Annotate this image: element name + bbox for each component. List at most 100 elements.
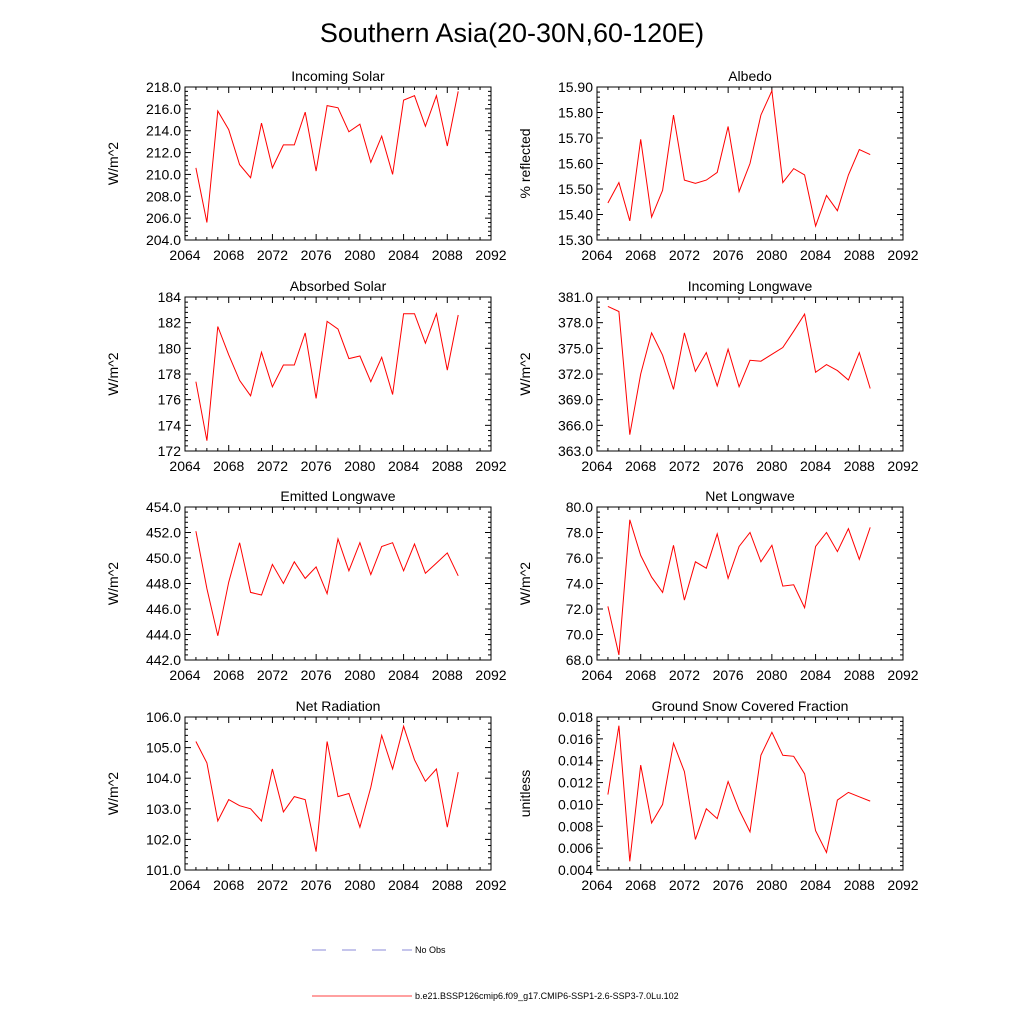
y-tick-label: 0.008 — [558, 818, 593, 834]
x-tick-label: 2084 — [388, 458, 419, 474]
x-tick-label: 2076 — [301, 458, 332, 474]
y-tick-label: 214.0 — [146, 123, 181, 139]
x-tick-label: 2076 — [713, 667, 744, 683]
plot-frame — [184, 506, 492, 661]
y-tick-label: 178 — [158, 366, 182, 382]
panel-title: Net Longwave — [705, 488, 795, 504]
y-tick-label: 454.0 — [146, 499, 181, 515]
y-axis-label: W/m^2 — [517, 562, 533, 605]
panel-title: Net Radiation — [296, 698, 381, 714]
y-axis-label: unitless — [517, 770, 533, 817]
y-tick-label: 450.0 — [146, 550, 181, 566]
panel-title: Ground Snow Covered Fraction — [652, 698, 849, 714]
y-tick-label: 372.0 — [558, 366, 593, 382]
x-tick-label: 2076 — [713, 458, 744, 474]
x-tick-label: 2068 — [625, 877, 656, 893]
x-tick-label: 2072 — [669, 667, 700, 683]
x-tick-label: 2064 — [169, 458, 200, 474]
chart-panel: Albedo % reflected 2064 2068 2072 2076 2080 208… — [517, 68, 919, 263]
y-tick-label: 180 — [158, 340, 182, 356]
x-tick-label: 2072 — [669, 458, 700, 474]
chart-panel: Incoming Solar W/m^2 2064 2068 2072 2076 2080 2… — [105, 68, 507, 263]
y-tick-label: 103.0 — [146, 801, 181, 817]
y-tick-label: 174 — [158, 417, 182, 433]
x-tick-label: 2092 — [887, 247, 918, 263]
series-line — [195, 311, 459, 441]
y-tick-label: 442.0 — [146, 652, 181, 668]
y-tick-label: 208.0 — [146, 188, 181, 204]
x-tick-label: 2084 — [388, 877, 419, 893]
y-tick-label: 0.004 — [558, 862, 593, 878]
y-tick-label: 102.0 — [146, 831, 181, 847]
series-line — [607, 305, 871, 435]
y-axis-label: % reflected — [517, 128, 533, 198]
x-tick-label: 2080 — [344, 247, 375, 263]
panel-title: Emitted Longwave — [280, 488, 395, 504]
x-tick-label: 2092 — [887, 667, 918, 683]
plot-frame — [184, 296, 492, 452]
x-tick-label: 2068 — [213, 458, 244, 474]
x-tick-label: 2064 — [581, 247, 612, 263]
y-tick-label: 182 — [158, 315, 182, 331]
series-line — [607, 519, 871, 656]
x-tick-label: 2072 — [257, 458, 288, 474]
y-tick-label: 378.0 — [558, 315, 593, 331]
x-tick-label: 2076 — [301, 877, 332, 893]
y-tick-label: 104.0 — [146, 770, 181, 786]
x-tick-label: 2084 — [388, 247, 419, 263]
x-tick-label: 2080 — [344, 458, 375, 474]
x-tick-label: 2084 — [800, 458, 831, 474]
chart-panel: Net Longwave W/m^2 2064 2068 2072 2076 2080 208… — [517, 488, 919, 683]
y-axis-label: W/m^2 — [105, 352, 121, 395]
y-tick-label: 452.0 — [146, 525, 181, 541]
x-tick-label: 2088 — [432, 458, 463, 474]
x-tick-label: 2076 — [713, 247, 744, 263]
x-tick-label: 2088 — [432, 877, 463, 893]
x-tick-label: 2076 — [713, 877, 744, 893]
y-tick-label: 105.0 — [146, 740, 181, 756]
x-tick-label: 2068 — [213, 247, 244, 263]
x-tick-label: 2072 — [257, 877, 288, 893]
y-tick-label: 375.0 — [558, 340, 593, 356]
chart-panel: Net Radiation W/m^2 2064 2068 2072 2076 2080 20… — [105, 698, 507, 893]
x-tick-label: 2088 — [844, 667, 875, 683]
x-tick-label: 2088 — [432, 247, 463, 263]
x-tick-label: 2068 — [625, 247, 656, 263]
y-tick-label: 366.0 — [558, 417, 593, 433]
y-tick-label: 0.018 — [558, 709, 593, 725]
y-tick-label: 0.006 — [558, 840, 593, 856]
panel-title: Incoming Longwave — [688, 278, 813, 294]
y-tick-label: 80.0 — [566, 499, 593, 515]
legend-obs-label: No Obs — [415, 945, 446, 955]
x-tick-label: 2068 — [625, 458, 656, 474]
series-line — [195, 91, 459, 223]
series-line — [195, 724, 459, 852]
x-tick-label: 2084 — [388, 667, 419, 683]
y-tick-label: 15.30 — [558, 232, 593, 248]
y-tick-label: 68.0 — [566, 652, 593, 668]
x-tick-label: 2080 — [344, 667, 375, 683]
chart-panel: Incoming Longwave W/m^2 2064 2068 2072 2076 20… — [517, 278, 919, 474]
x-tick-label: 2072 — [257, 667, 288, 683]
panel-title: Albedo — [728, 68, 772, 84]
series-line — [607, 725, 871, 862]
x-tick-label: 2088 — [844, 247, 875, 263]
y-tick-label: 78.0 — [566, 525, 593, 541]
y-tick-label: 76.0 — [566, 550, 593, 566]
y-tick-label: 15.90 — [558, 79, 593, 95]
legend-model-label: b.e21.BSSP126cmip6.f09_g17.CMIP6-SSP1-2.… — [415, 991, 679, 1001]
x-tick-label: 2084 — [800, 247, 831, 263]
legend: No Obs b.e21.BSSP126cmip6.f09_g17.CMIP6-… — [312, 945, 679, 1001]
y-tick-label: 15.70 — [558, 130, 593, 146]
plot-frame — [596, 296, 904, 452]
y-tick-label: 448.0 — [146, 576, 181, 592]
x-tick-label: 2080 — [756, 458, 787, 474]
chart-panel: Absorbed Solar W/m^2 2064 2068 2072 2076 2080 2… — [105, 278, 507, 474]
y-tick-label: 218.0 — [146, 79, 181, 95]
plot-frame — [596, 716, 904, 871]
y-tick-label: 70.0 — [566, 627, 593, 643]
x-tick-label: 2080 — [756, 877, 787, 893]
y-tick-label: 15.60 — [558, 156, 593, 172]
y-tick-label: 210.0 — [146, 166, 181, 182]
